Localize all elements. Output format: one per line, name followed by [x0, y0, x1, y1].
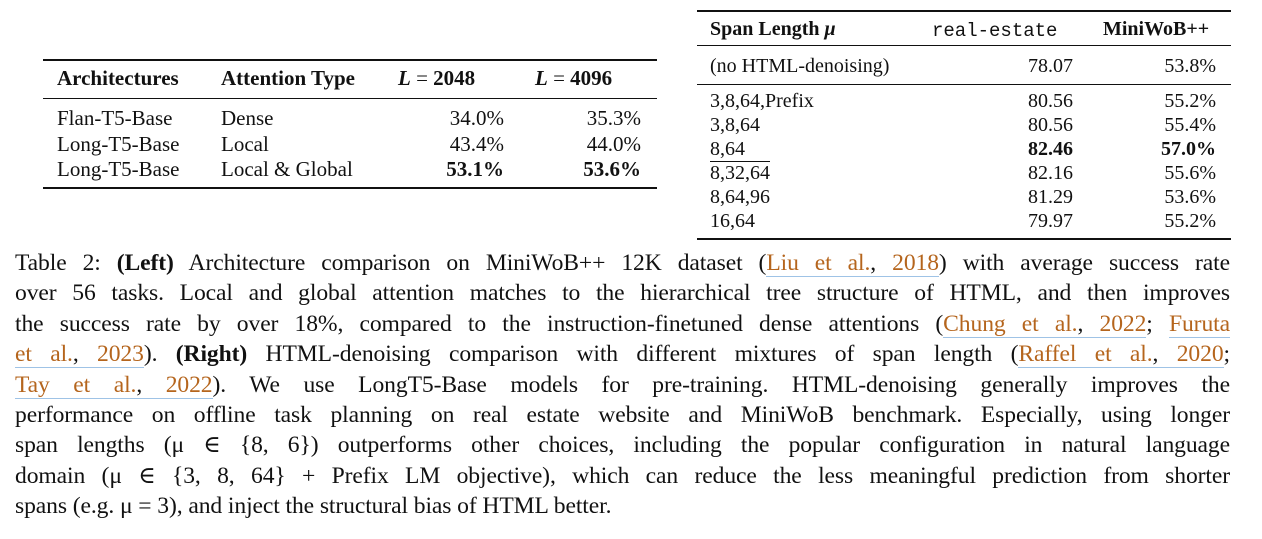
- right-row3-real-estate: 82.46: [1028, 138, 1073, 160]
- right-row5-real-estate: 81.29: [1028, 186, 1073, 208]
- left-row2-attn: Local: [221, 132, 269, 156]
- left-row1-l4096: 35.3%: [586, 106, 641, 130]
- right-row2-span: 3,8,64: [710, 114, 760, 136]
- left-header-l4096: L = 4096: [535, 66, 613, 90]
- left-row3-arch: Long-T5-Base: [57, 157, 180, 181]
- right-header-miniwob: MiniWoB++: [1103, 18, 1210, 40]
- left-row1-arch: Flan-T5-Base: [57, 106, 173, 130]
- right-baseline-real-estate: 78.07: [1028, 55, 1073, 77]
- caption-line-6: performance on offline task planning on …: [15, 402, 1230, 429]
- right-row6-span: 16,64: [710, 210, 755, 232]
- right-row3-miniwob: 57.0%: [1161, 138, 1216, 160]
- citation-tay-2022[interactable]: Tay et al., 2022: [15, 371, 213, 399]
- caption-line-2: over 56 tasks. Local and global attentio…: [15, 280, 1230, 307]
- right-baseline-span: (no HTML-denoising): [710, 55, 890, 77]
- right-table-bottom-rule: [697, 238, 1231, 240]
- left-header-l2048: L = 2048: [398, 66, 476, 90]
- right-row1-miniwob: 55.2%: [1164, 90, 1216, 112]
- left-row2-l2048: 43.4%: [449, 132, 504, 156]
- caption-line-3: the success rate by over 18%, compared t…: [15, 310, 1230, 338]
- left-row1-attn: Dense: [221, 106, 274, 130]
- left-row3-l2048: 53.1%: [446, 157, 504, 181]
- citation-chung-2022[interactable]: Chung et al., 2022: [943, 310, 1147, 338]
- left-table-top-rule: [43, 59, 657, 61]
- right-baseline-miniwob: 53.8%: [1164, 55, 1216, 77]
- right-row6-miniwob: 55.2%: [1164, 210, 1216, 232]
- left-header-attention-type: Attention Type: [221, 66, 355, 90]
- caption-line-9: spans (e.g. μ = 3), and inject the struc…: [15, 493, 612, 520]
- right-row4-miniwob: 55.6%: [1164, 162, 1216, 184]
- right-row6-real-estate: 79.97: [1028, 210, 1073, 232]
- left-row3-l4096: 53.6%: [583, 157, 641, 181]
- left-row1-l2048: 34.0%: [449, 106, 504, 130]
- right-header-span-length: Span Length μ: [710, 18, 836, 40]
- right-table-baseline-rule: [697, 84, 1231, 85]
- right-row4-span: 8,32,64: [710, 161, 770, 184]
- left-row3-attn: Local & Global: [221, 157, 353, 181]
- right-table-top-rule: [697, 10, 1231, 12]
- left-table-mid-rule: [43, 98, 657, 99]
- citation-furuta-2023-part2[interactable]: et al., 2023: [15, 341, 144, 369]
- caption-line-1: Table 2: (Left) Architecture comparison …: [15, 250, 1230, 277]
- left-header-architectures: Architectures: [57, 66, 179, 90]
- right-row1-span: 3,8,64,Prefix: [710, 90, 814, 112]
- right-row1-real-estate: 80.56: [1028, 90, 1073, 112]
- citation-furuta-2023-part1[interactable]: Furuta: [1168, 310, 1230, 338]
- caption-line-5: Tay et al., 2022). We use LongT5-Base mo…: [15, 371, 1230, 399]
- right-row2-miniwob: 55.4%: [1164, 114, 1216, 136]
- right-table-header-rule: [697, 45, 1231, 46]
- right-row4-real-estate: 82.16: [1028, 162, 1073, 184]
- left-row2-l4096: 44.0%: [586, 132, 641, 156]
- left-table-bottom-rule: [43, 187, 657, 189]
- right-row2-real-estate: 80.56: [1028, 114, 1073, 136]
- left-row2-arch: Long-T5-Base: [57, 132, 180, 156]
- right-row5-span: 8,64,96: [710, 186, 770, 208]
- caption-line-4: et al., 2023). (Right) HTML-denoising co…: [15, 341, 1230, 369]
- right-row3-span: 8,64: [710, 138, 745, 160]
- citation-liu-2018[interactable]: Liu et al., 2018: [766, 250, 939, 277]
- citation-raffel-2020[interactable]: Raffel et al., 2020: [1018, 341, 1224, 369]
- right-header-real-estate: real-estate: [932, 20, 1058, 42]
- right-row5-miniwob: 53.6%: [1164, 186, 1216, 208]
- caption-line-8: domain (μ ∈ {3, 8, 64} + Prefix LM objec…: [15, 462, 1230, 489]
- table-caption: Table 2: (Left) Architecture comparison …: [15, 248, 1230, 522]
- caption-line-7: span lengths (μ ∈ {8, 6}) outperforms ot…: [15, 432, 1230, 459]
